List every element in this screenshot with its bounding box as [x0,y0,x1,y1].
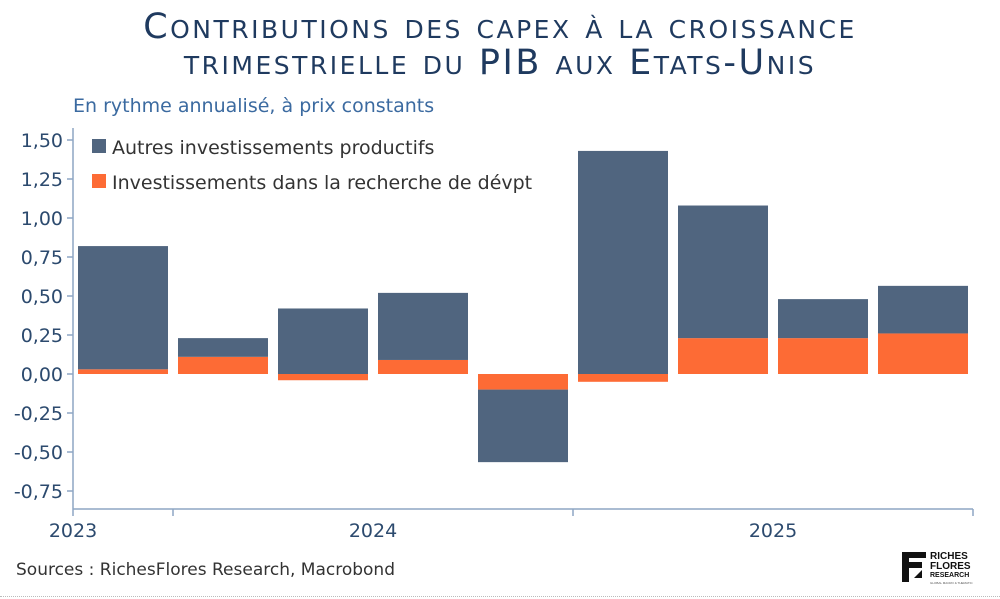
bar-other-5 [578,150,668,374]
bar-rnd-4 [478,374,568,390]
chart: 1,50 1,25 1,00 0,75 0,50 0,25 0,00 -0,25 -0,50 -0… [14,128,974,542]
svg-text:GLOBAL MACRO & THEMATIC: GLOBAL MACRO & THEMATIC [930,581,973,585]
x-tick-label: 2023 [49,520,97,542]
bar-other-6 [678,205,768,339]
legend-swatch-other [92,139,106,153]
svg-text:FLORES: FLORES [930,561,971,572]
bar-other-3 [378,292,468,360]
bar-rnd-3 [378,359,468,374]
y-tick-label: 1,25 [21,169,63,191]
y-tick-label: 0,25 [21,325,63,347]
y-tick-label: -0,50 [14,442,63,464]
y-tick-label: 1,50 [21,130,63,152]
y-tick-label: -0,75 [14,481,63,503]
y-tick-label: 0,00 [21,364,63,386]
legend-swatch-rnd [92,174,106,188]
bar-other-7 [778,299,868,339]
chart-subtitle: En rythme annualisé, à prix constants [73,95,435,117]
svg-text:RICHES: RICHES [930,551,968,562]
y-tick-label: -0,25 [14,403,63,425]
bar-rnd-2 [278,374,368,381]
x-tick-label: 2025 [749,520,797,542]
chart-title-line1: Contributions des capex à la croissance [143,7,857,47]
bar-rnd-8 [878,333,968,374]
bar-other-8 [878,285,968,334]
source-note: Sources : RichesFlores Research, Macrobo… [16,560,395,580]
bar-other-4 [478,389,568,463]
riches-flores-logo: RICHES FLORES RESEARCH GLOBAL MACRO & TH… [900,548,995,588]
x-tick-label: 2024 [349,520,397,542]
bar-other-2 [278,308,368,374]
y-tick-label: 1,00 [21,208,63,230]
legend-label-other: Autres investissements productifs [112,137,434,159]
bar-rnd-6 [678,338,768,374]
bar-rnd-0 [78,369,168,374]
bar-rnd-5 [578,374,668,382]
y-tick-label: 0,50 [21,286,63,308]
y-tick-label: 0,75 [21,247,63,269]
svg-text:RESEARCH: RESEARCH [930,572,969,579]
chart-title-line2: trimestrielle du PIB aux Etats-Unis [183,43,817,83]
bar-rnd-7 [778,338,868,374]
bar-rnd-1 [178,356,268,374]
bar-other-0 [78,246,168,370]
footer-divider [0,596,1000,597]
legend-label-rnd: Investissements dans la recherche de dév… [112,172,532,194]
bar-other-1 [178,338,268,357]
